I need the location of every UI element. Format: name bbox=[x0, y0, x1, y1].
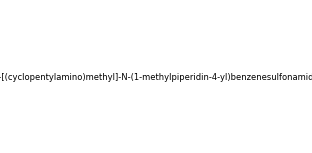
Text: 4-[(cyclopentylamino)methyl]-N-(1-methylpiperidin-4-yl)benzenesulfonamide: 4-[(cyclopentylamino)methyl]-N-(1-methyl… bbox=[0, 73, 312, 82]
